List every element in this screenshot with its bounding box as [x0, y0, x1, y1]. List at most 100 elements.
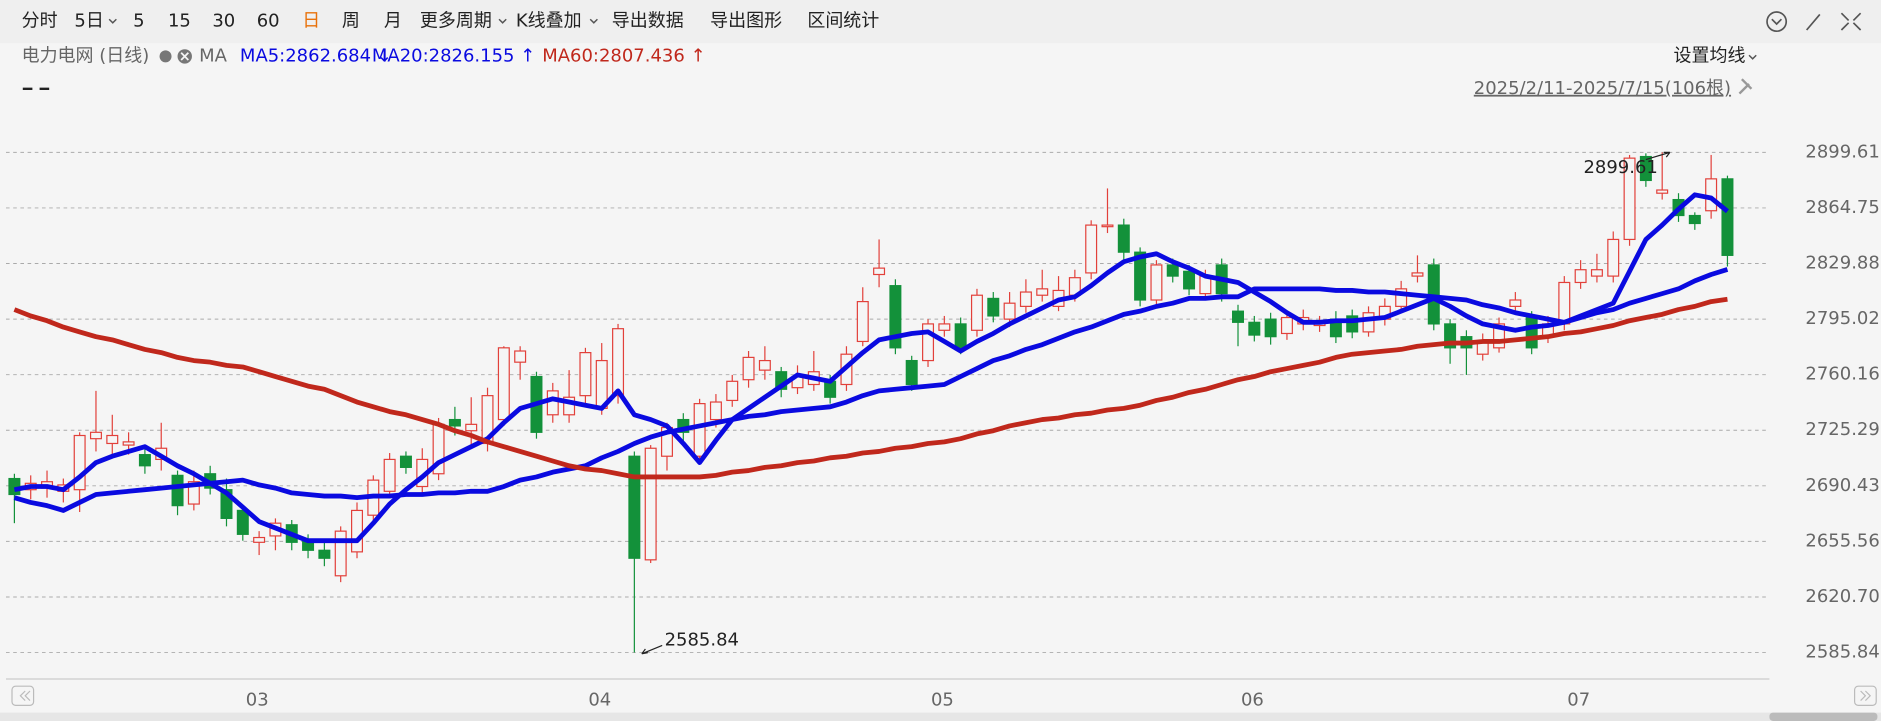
fullscreen-icon[interactable]	[1840, 12, 1862, 31]
candle-body	[579, 352, 592, 397]
y-tick-label: 2829.88	[1805, 253, 1879, 274]
x-tick-label: 03	[246, 690, 269, 711]
high-label: 2899.61	[1583, 157, 1657, 178]
candle-body	[1264, 318, 1277, 338]
candle-body	[889, 285, 902, 349]
candle-body	[497, 347, 510, 421]
range-label[interactable]: 2025/2/11-2025/7/15(106根)	[1474, 78, 1731, 99]
candle-body	[905, 359, 918, 386]
candle-body	[1232, 310, 1245, 323]
candle-body	[856, 300, 869, 343]
candle-body	[726, 380, 739, 402]
candle-body	[1036, 288, 1049, 296]
candle-body	[922, 323, 935, 362]
candle-body	[1444, 323, 1457, 349]
candle-body	[1590, 269, 1603, 277]
candle-body	[1134, 251, 1147, 301]
toolbar-button[interactable]: 月	[384, 11, 402, 32]
candle-body	[546, 390, 559, 416]
scrollbar-thumb[interactable]	[1769, 712, 1878, 721]
toolbar-button[interactable]: 15	[168, 11, 191, 32]
candle-body	[1607, 238, 1620, 277]
y-tick-label: 2585.84	[1805, 642, 1879, 663]
low-label: 2585.84	[665, 630, 739, 651]
chevron	[108, 18, 117, 24]
candle-body	[1623, 157, 1636, 241]
toolbar-button[interactable]: 更多周期	[420, 11, 492, 32]
candle-body	[1019, 291, 1032, 307]
candle-body	[1639, 155, 1652, 182]
candle-body	[612, 328, 625, 397]
candle-body	[970, 294, 983, 331]
candle-body	[709, 401, 722, 421]
toolbar-button[interactable]: 导出图形	[710, 11, 782, 32]
draw-icon[interactable]	[1805, 13, 1821, 31]
candle-body	[465, 423, 478, 432]
candle-body	[1362, 312, 1375, 333]
candle-body	[628, 455, 641, 559]
candle-body	[1117, 224, 1130, 253]
gear-icon[interactable]	[159, 50, 172, 63]
candle-body	[514, 350, 527, 363]
chevron	[589, 18, 598, 24]
scroll-right[interactable]	[1854, 685, 1877, 706]
plot-area: 2585.84 2620.70 2655.56 2690.43 2725.29 2760.…	[5, 141, 1880, 711]
legend-entry: MA20:2826.155 ↑	[372, 45, 535, 66]
toolbar-button[interactable]: K线叠加	[516, 11, 582, 32]
chevrons	[108, 18, 1757, 60]
x-tick-label: 06	[1241, 690, 1264, 711]
candle-body	[758, 359, 771, 371]
candle-body	[1411, 272, 1424, 277]
candle-body	[1656, 189, 1669, 194]
candle-body	[106, 434, 119, 445]
toolbar-button[interactable]: 30	[212, 11, 235, 32]
candle-body	[1705, 178, 1718, 212]
collapse-icon[interactable]	[1766, 11, 1788, 33]
ma-line	[13, 192, 1729, 544]
y-tick-label: 2795.02	[1805, 308, 1879, 329]
toolbar-button[interactable]: 区间统计	[807, 11, 879, 32]
candle-body	[1346, 315, 1359, 333]
x-tick-label: 07	[1567, 690, 1590, 711]
candle-body	[138, 454, 151, 467]
candle-body	[1509, 299, 1522, 307]
candle-body	[171, 474, 184, 507]
symbol: 电力电网 (日线)	[22, 45, 150, 66]
y-tick-label: 2760.16	[1805, 364, 1879, 385]
scroll-left-arrow	[19, 690, 31, 702]
toolbar: 分时 5日 5 15 30 60 日 周 月更多周期 K线叠加 导出数据 导出图形 区间统计	[22, 11, 880, 32]
candle-body	[253, 536, 266, 543]
candle-body	[73, 434, 86, 491]
y-tick-label: 2725.29	[1805, 419, 1879, 440]
y-tick-label: 2899.61	[1805, 141, 1879, 162]
toolbar-button[interactable]: 5	[133, 11, 144, 32]
toolbar-button[interactable]: 周	[342, 11, 360, 32]
candle-body	[1150, 264, 1163, 301]
toolbar-button[interactable]: 导出数据	[612, 11, 684, 32]
ma-line	[13, 296, 1728, 480]
candle-body	[318, 549, 331, 559]
candle-body	[8, 477, 21, 496]
candle-body	[644, 447, 657, 561]
x-tick-label: 04	[588, 690, 611, 711]
candle-body	[1558, 281, 1571, 325]
candle-body	[236, 509, 249, 535]
toolbar-button[interactable]: 60	[257, 11, 280, 32]
candle-body	[938, 323, 951, 331]
y-tick-label: 2690.43	[1805, 475, 1879, 496]
candle-body	[89, 431, 102, 440]
candle-body	[383, 458, 396, 492]
set-ma-button[interactable]: 设置均线	[1673, 45, 1745, 66]
toolbar-button[interactable]: 分时	[22, 11, 58, 32]
candle-body	[954, 323, 967, 349]
candle-body	[187, 481, 200, 505]
scroll-left[interactable]	[11, 685, 35, 706]
candle-body	[1101, 224, 1114, 228]
pin-icon[interactable]	[1738, 78, 1753, 95]
candle-body	[220, 489, 233, 519]
toolbar-button[interactable]: 日	[302, 11, 320, 32]
toolbar-button[interactable]: 5日	[74, 11, 103, 32]
